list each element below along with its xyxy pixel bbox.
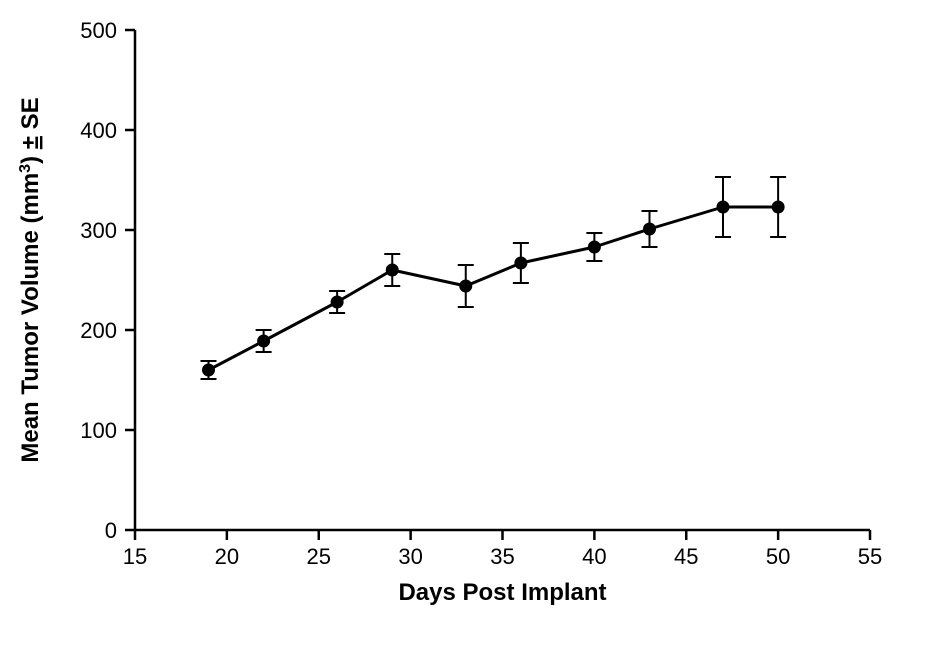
chart-container: 15 20 25 30 35 40 45 50 55 0 100 200 300 400 500 Days P… [0,0,950,645]
x-tick-label: 50 [766,544,790,569]
data-point [331,296,343,308]
data-point [588,241,600,253]
data-point [203,364,215,376]
x-tick-label: 30 [398,544,422,569]
x-tick-label: 25 [307,544,331,569]
y-tick-label: 0 [105,518,117,543]
data-point [258,335,270,347]
y-axis-label: Mean Tumor Volume (mm3) ± SE [17,97,45,462]
x-tick-label: 45 [674,544,698,569]
x-tick-label: 40 [582,544,606,569]
data-point [644,223,656,235]
y-tick-label: 500 [80,18,117,43]
y-tick-label: 200 [80,318,117,343]
tumor-volume-chart: 15 20 25 30 35 40 45 50 55 0 100 200 300 400 500 Days P… [0,0,950,645]
x-tick-label: 15 [123,544,147,569]
x-axis-label: Days Post Implant [398,579,606,606]
data-point [460,280,472,292]
y-tick-label: 100 [80,418,117,443]
y-tick-label: 300 [80,218,117,243]
y-tick-label: 400 [80,118,117,143]
data-point [515,257,527,269]
x-tick-label: 35 [490,544,514,569]
x-tick-label: 55 [858,544,882,569]
data-point [717,201,729,213]
data-point [772,201,784,213]
x-tick-label: 20 [215,544,239,569]
data-point [386,264,398,276]
